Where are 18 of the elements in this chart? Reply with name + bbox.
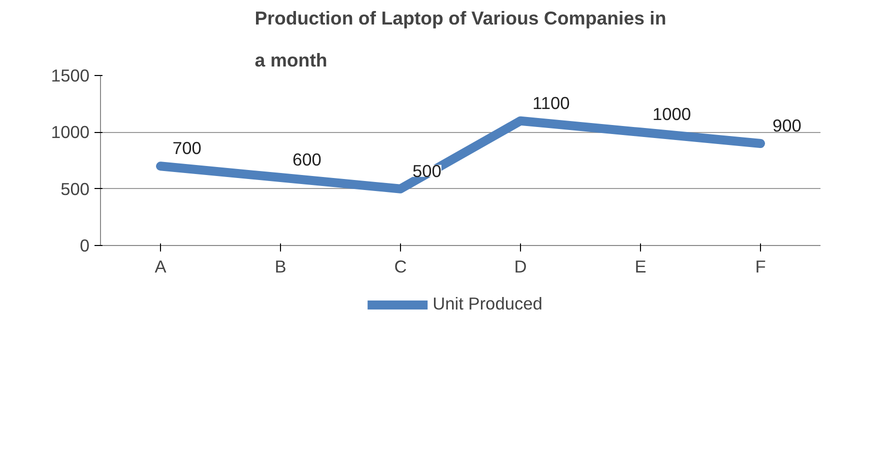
x-tick-label: C [394, 256, 407, 276]
data-label: 600 [292, 150, 322, 170]
data-label: 1100 [532, 92, 570, 113]
x-tick-label: F [755, 256, 766, 276]
x-tick-label: E [634, 256, 646, 276]
data-label: 700 [172, 138, 202, 158]
y-tick-label: 500 [60, 178, 90, 199]
x-tick-label: A [154, 256, 167, 276]
legend-label: Unit Produced [432, 294, 542, 314]
data-label: 900 [772, 116, 802, 136]
chart-title: Production of Laptop of Various Companies in a month [254, 8, 666, 70]
y-tick-label: 1500 [50, 66, 90, 86]
y-tick-label: 0 [80, 236, 90, 256]
x-tick-label: B [274, 256, 286, 276]
y-tick-label: 1000 [50, 122, 90, 142]
data-label: 1000 [652, 104, 692, 124]
x-tick-label: D [514, 256, 527, 276]
data-label: 500 [412, 160, 442, 181]
